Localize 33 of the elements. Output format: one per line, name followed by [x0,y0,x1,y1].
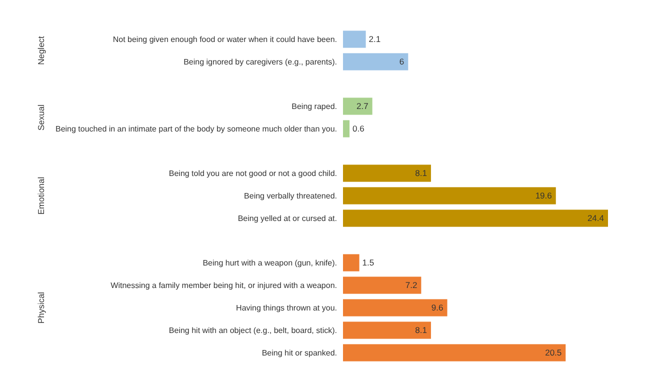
data-label: 6 [399,56,404,67]
y-tick-label: Being hurt with a weapon (gun, knife). [202,258,337,268]
data-label: 24.4 [587,213,604,224]
data-label: 0.6 [352,124,365,134]
data-label: 9.6 [431,302,444,313]
data-label: 2.1 [368,34,381,44]
y-tick-label: Being hit or spanked. [262,348,337,358]
y-tick-label: Being raped. [292,102,337,112]
y-tick-label: Being hit with an object (e.g., belt, board, stick). [168,326,337,336]
y-tick-label: Being touched in an intimate part of the body by someone much older than you. [55,124,337,134]
bar [343,344,566,362]
y-tick-label: Not being given enough food or water when it could have been. [112,35,337,44]
bar [343,299,448,316]
y-tick-label: Being verbally threatened. [244,192,337,201]
bar [343,322,431,339]
y-axis-title: Physical [36,292,46,324]
y-tick-label: Having things thrown at you. [236,304,337,313]
data-label: 8.1 [415,168,428,178]
data-label: 7.2 [405,280,418,290]
bar [343,276,422,294]
data-label: 19.6 [535,190,552,201]
y-tick-label: Being ignored by caregivers (e.g., parents). [184,58,337,67]
y-tick-label: Witnessing a family member being hit, or injured with a weapon. [110,281,337,290]
y-tick-label: Being yelled at or cursed at. [238,214,337,224]
y-tick-label: Being told you are not good or not a good child. [168,169,337,178]
bar [343,254,360,272]
data-label: 2.7 [356,101,369,112]
data-label: 8.1 [415,325,428,336]
data-label: 1.5 [362,258,374,268]
y-axis-title: Neglect [36,35,46,65]
y-axis-title: Sexual [36,104,46,130]
data-label: 20.5 [545,348,562,358]
y-axis-title: Emotional [36,176,46,215]
